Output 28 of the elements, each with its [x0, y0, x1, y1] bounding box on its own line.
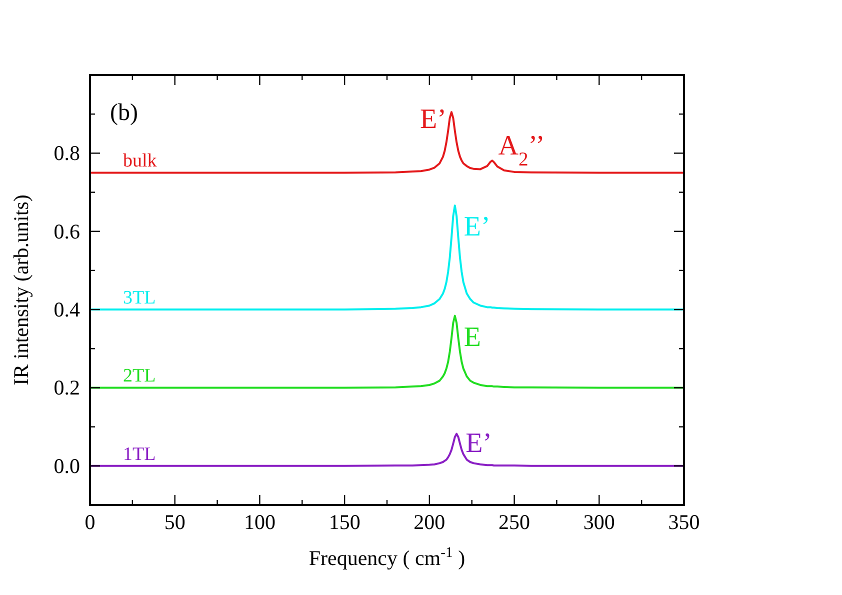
annotation: A$_{2}$’’: [498, 130, 545, 170]
x-tick-label: 250: [498, 510, 530, 534]
annotation: (b): [110, 100, 138, 126]
y-tick-label: 0.2: [54, 376, 80, 400]
series-label: 1TL: [123, 444, 156, 465]
annotation: E’: [466, 428, 492, 459]
line-series: [89, 204, 685, 311]
series-label: bulk: [123, 150, 158, 172]
y-tick-label: 0.4: [54, 298, 80, 322]
line-series: [89, 314, 685, 389]
y-axis-title: IR intensity (arb.units): [9, 194, 33, 386]
series-label: 3TL: [123, 288, 156, 309]
annotation: E: [464, 322, 481, 353]
x-axis-title: Frequency ( cm$^{-1}$ ): [308, 545, 466, 570]
annotation: E’: [420, 104, 446, 136]
x-tick-label: 100: [244, 510, 276, 534]
x-tick-label: 50: [164, 510, 186, 534]
y-tick-label: 0.0: [54, 454, 80, 478]
y-tick-label: 0.6: [54, 219, 80, 244]
x-tick-label: 200: [414, 510, 446, 534]
y-tick-label: 0.8: [54, 141, 80, 166]
x-tick-label: 300: [583, 510, 615, 534]
annotation: E’: [464, 212, 490, 243]
x-tick-label: 150: [328, 510, 360, 534]
line-series: [89, 432, 685, 467]
series-label: 2TL: [123, 366, 156, 387]
x-tick-label: 0: [84, 510, 96, 534]
x-tick-label: 350: [668, 510, 700, 534]
